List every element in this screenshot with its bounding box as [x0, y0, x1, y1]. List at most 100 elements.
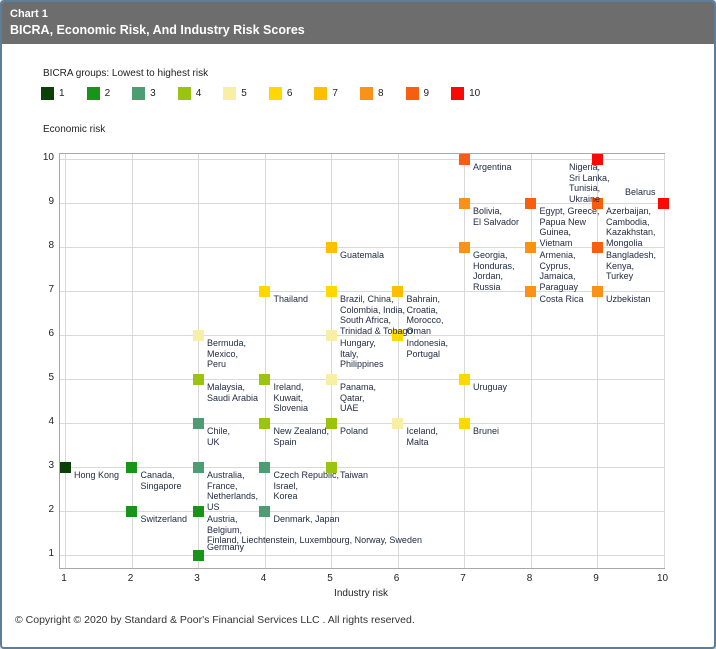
data-point [658, 197, 669, 209]
gridline [131, 154, 133, 568]
data-point [192, 461, 204, 473]
y-tick-label: 6 [48, 328, 54, 339]
data-point [458, 417, 470, 429]
y-tick-label: 4 [48, 416, 54, 427]
point-label: Egypt, Greece, Papua New Guinea, Vietnam [539, 206, 600, 248]
legend-swatch-icon [314, 87, 328, 100]
data-point [192, 373, 204, 385]
y-tick-label: 8 [48, 240, 54, 251]
legend-swatch-icon [451, 87, 465, 100]
data-point [458, 241, 470, 253]
data-point [325, 461, 337, 473]
legend-swatch-icon [223, 87, 237, 100]
point-label: Brazil, China, Colombia, India, South Af… [340, 294, 413, 336]
legend-item-5: 5 [223, 87, 247, 100]
data-point [591, 153, 603, 165]
legend-label: 1 [59, 88, 65, 99]
point-label: Panama, Qatar, UAE [340, 382, 377, 414]
legend-label: 9 [423, 88, 430, 99]
point-label: Indonesia, Portugal [406, 338, 449, 359]
data-point [392, 285, 403, 297]
point-label: Guatemala [340, 250, 385, 260]
legend-swatch-icon [359, 87, 373, 100]
point-label: Thailand [273, 294, 309, 304]
data-point [458, 153, 470, 165]
legend-item-4: 4 [177, 87, 201, 100]
point-label: Germany [207, 542, 245, 552]
legend-item-8: 8 [359, 87, 384, 100]
data-point [591, 197, 603, 209]
x-axis-title: Industry risk [334, 588, 388, 599]
legend-label: 7 [332, 88, 338, 99]
point-label: Armenia, Cyprus, Jamaica, Paraguay [539, 250, 579, 292]
legend: 1 2 3 4 5 6 7 8 9 10 [41, 87, 502, 100]
data-point [192, 549, 204, 561]
data-point [458, 373, 470, 385]
point-label: Denmark, Japan [273, 514, 340, 524]
point-label: Iceland, Malta [406, 426, 439, 447]
point-label: Argentina [473, 162, 512, 172]
data-point [192, 505, 204, 517]
data-point [591, 241, 603, 253]
legend-swatch-icon [177, 87, 191, 100]
data-point [458, 197, 470, 209]
point-label: Brunei [473, 426, 500, 436]
data-point [192, 417, 204, 429]
x-tick-label: 10 [656, 573, 669, 584]
data-point [392, 329, 403, 341]
legend-item-1: 1 [41, 87, 65, 100]
data-point [392, 417, 403, 429]
gridline [60, 511, 664, 512]
data-point [259, 285, 270, 297]
point-label: Bahrain, Croatia, Morocco, Oman [406, 294, 444, 336]
x-tick-label: 4 [260, 573, 267, 584]
legend-swatch-icon [268, 87, 282, 100]
point-label: Georgia, Honduras, Jordan, Russia [473, 250, 515, 292]
legend-item-7: 7 [314, 87, 338, 100]
data-point [126, 505, 137, 517]
gridline [597, 154, 598, 568]
point-label: Switzerland [140, 514, 188, 524]
legend-caption: BICRA groups: Lowest to highest risk [43, 68, 209, 79]
point-label: Costa Rica [539, 294, 584, 304]
legend-label: 5 [241, 88, 247, 99]
point-label: Czech Republic, Israel, Korea [273, 470, 340, 502]
point-label: Uruguay [473, 382, 508, 392]
gridline [464, 154, 465, 568]
point-label: Ireland, Kuwait, Slovenia [273, 382, 309, 414]
legend-item-2: 2 [86, 87, 110, 100]
plot-area: Hong Kong Canada, Singapore Switzerland Aus… [59, 153, 669, 569]
data-point [325, 285, 337, 297]
x-tick-label: 7 [460, 573, 466, 584]
x-tick-label: 9 [593, 573, 599, 584]
y-tick-label: 3 [48, 460, 54, 471]
data-point [325, 241, 337, 253]
gridline [60, 423, 664, 424]
gridline [65, 154, 66, 568]
point-label: Azerbaijan, Cambodia, Kazakhstan, Mongol… [606, 206, 656, 248]
data-point [259, 461, 270, 473]
legend-item-9: 9 [405, 87, 430, 100]
point-label: Hong Kong [74, 470, 120, 480]
legend-label: 10 [469, 88, 481, 99]
point-label: Hungary, Italy, Philippines [340, 338, 384, 370]
y-tick-label: 5 [48, 372, 54, 383]
gridline [264, 154, 266, 568]
legend-item-3: 3 [132, 87, 156, 100]
point-label: Nigeria, Sri Lanka, Tunisia, Ukraine [569, 162, 610, 204]
gridline [397, 154, 399, 568]
gridline [198, 154, 199, 568]
data-point [192, 329, 204, 341]
y-tick-label: 7 [48, 284, 54, 295]
y-tick-label: 2 [48, 504, 54, 515]
data-point [525, 285, 536, 297]
legend-swatch-icon [132, 87, 146, 100]
gridline [60, 203, 664, 204]
gridline [663, 154, 665, 568]
point-label: Canada, Singapore [140, 470, 182, 491]
legend-swatch-icon [86, 87, 100, 100]
point-label: New Zealand, Spain [273, 426, 330, 447]
point-label: Chile, UK [207, 426, 231, 447]
gridline [60, 467, 664, 468]
data-point [325, 373, 337, 385]
